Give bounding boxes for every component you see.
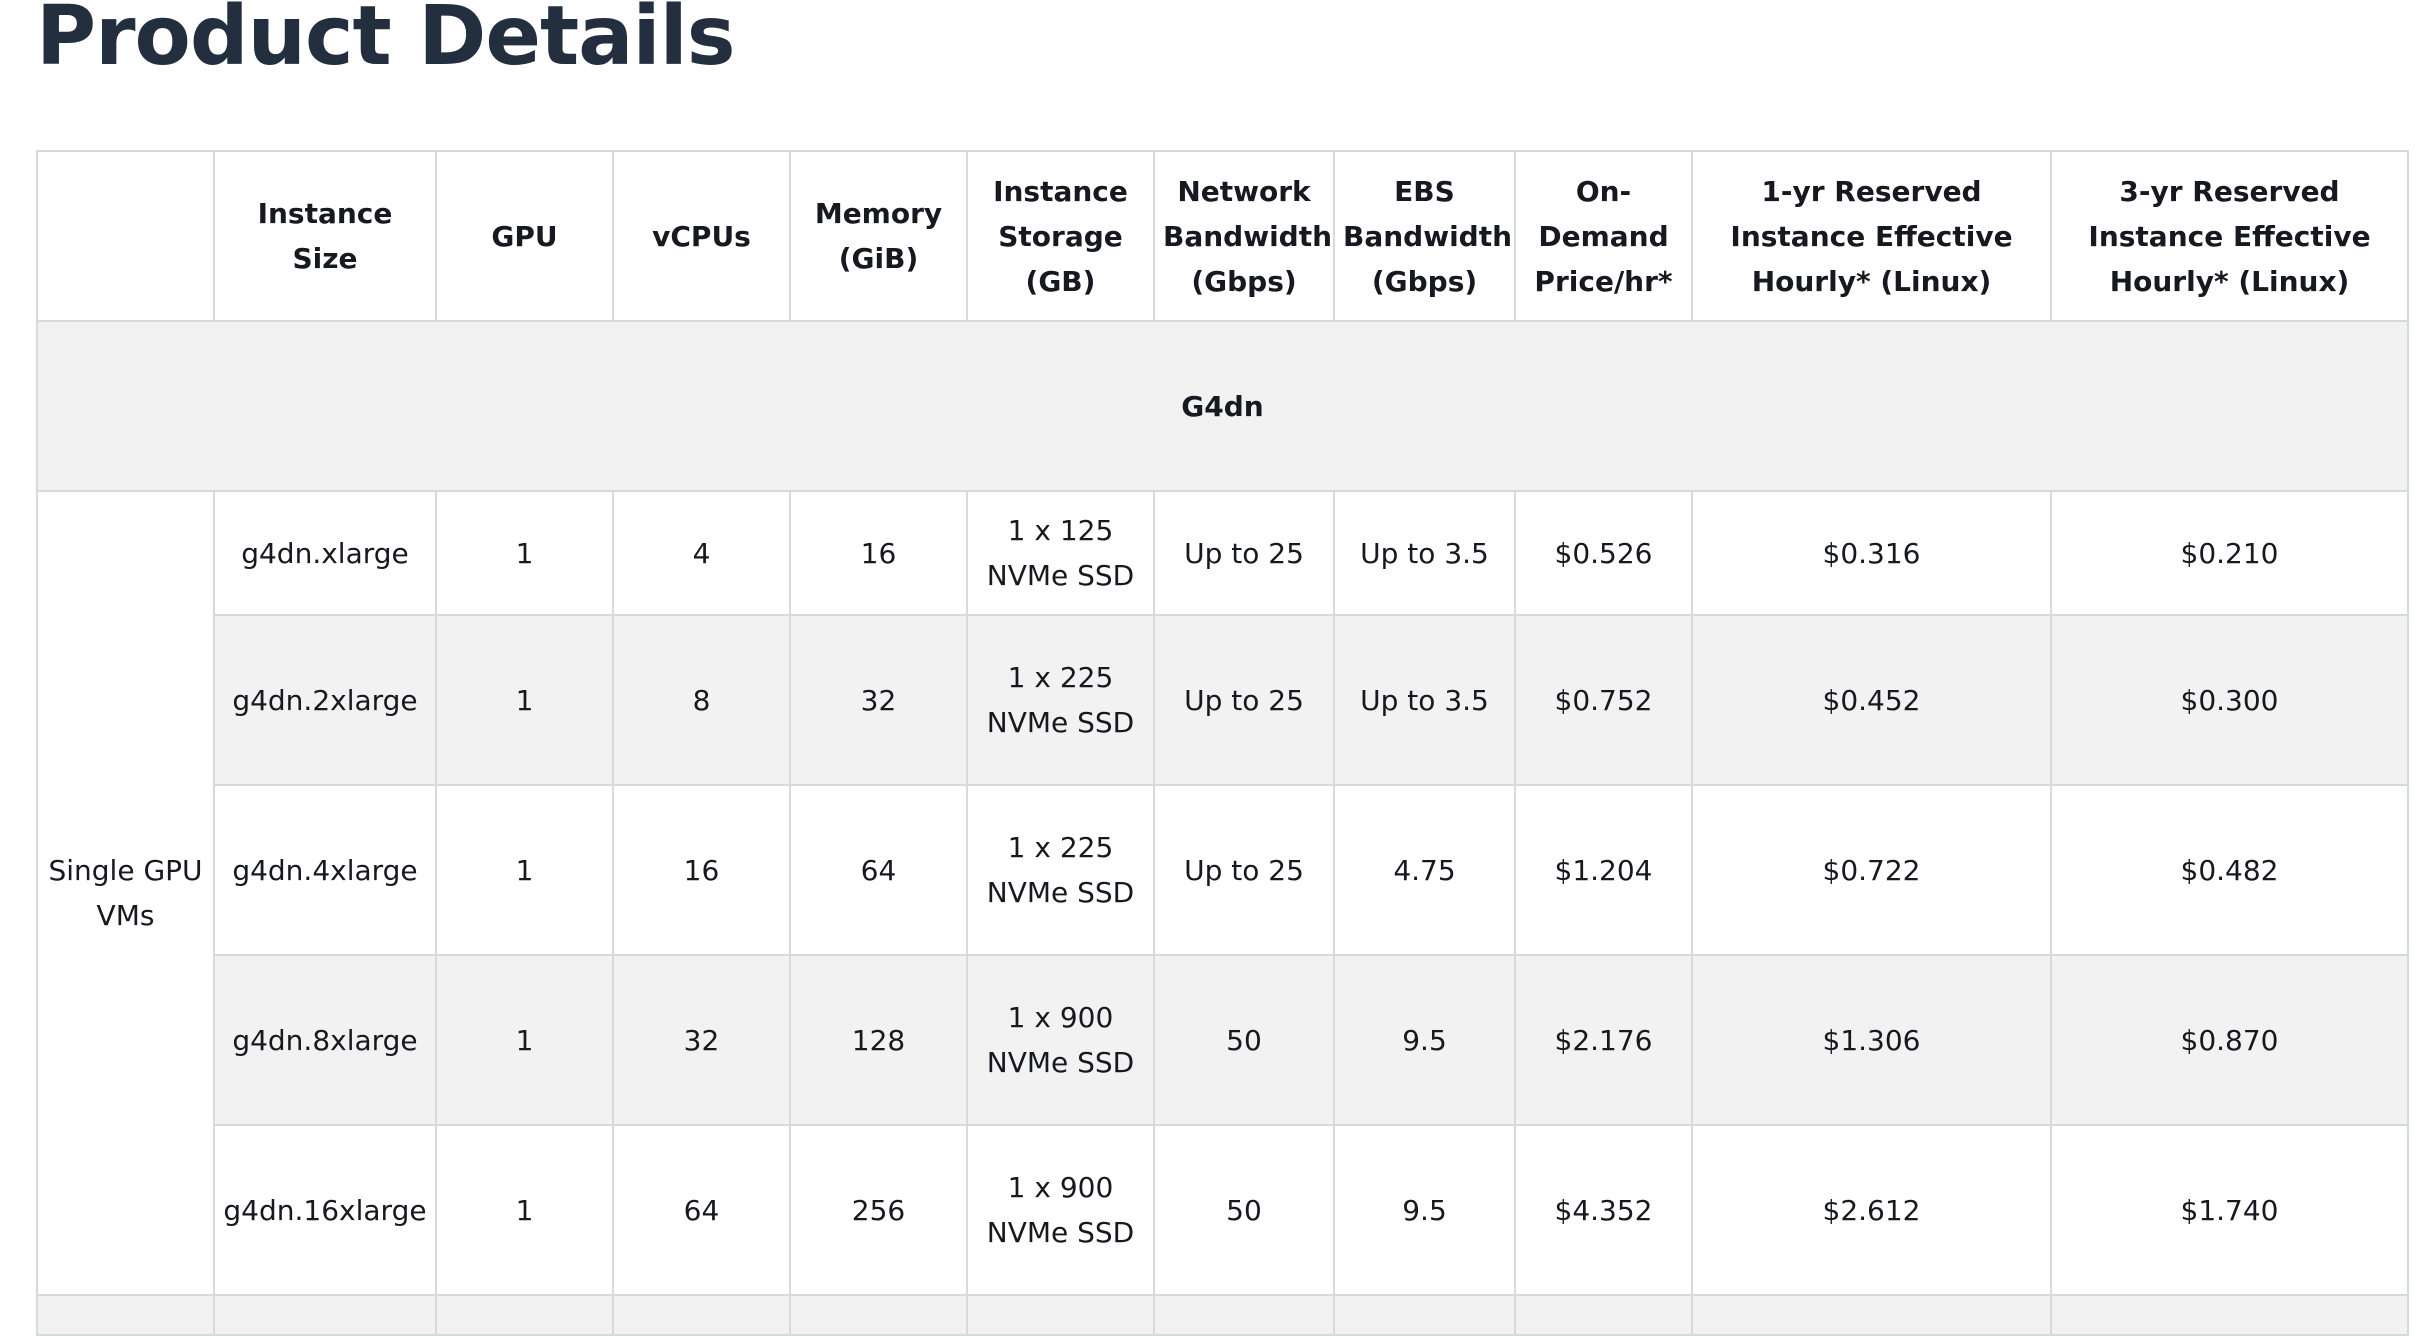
cell-gpu: 1 <box>435 1124 614 1296</box>
cell-instance-storage: 1 x 225 NVMe SSD <box>966 784 1155 956</box>
cell-empty <box>1153 1294 1335 1336</box>
table-row: g4dn.16xlarge 1 64 256 1 x 900 NVMe SSD … <box>37 1124 2409 1296</box>
cell-empty <box>213 1294 437 1336</box>
cell-1yr-reserved: $0.316 <box>1691 490 2052 616</box>
cell-instance-size: g4dn.4xlarge <box>213 784 437 956</box>
cell-network-bandwidth: 50 <box>1153 1124 1335 1296</box>
cell-vcpus: 8 <box>612 614 791 786</box>
family-row: G4dn <box>36 320 2409 492</box>
header-3yr-reserved: 3-yr Reserved Instance Effective Hourly*… <box>2050 150 2409 322</box>
cell-memory: 256 <box>789 1124 968 1296</box>
cell-network-bandwidth: Up to 25 <box>1153 614 1335 786</box>
cell-3yr-reserved: $0.210 <box>2050 490 2409 616</box>
cell-empty <box>2050 1294 2409 1336</box>
cell-instance-size: g4dn.2xlarge <box>213 614 437 786</box>
header-vcpus: vCPUs <box>612 150 791 322</box>
cell-ebs-bandwidth: Up to 3.5 <box>1333 490 1516 616</box>
cell-empty <box>612 1294 791 1336</box>
cell-memory: 32 <box>789 614 968 786</box>
header-gpu: GPU <box>435 150 614 322</box>
cell-1yr-reserved: $2.612 <box>1691 1124 2052 1296</box>
cell-empty <box>1514 1294 1693 1336</box>
cell-3yr-reserved: $0.482 <box>2050 784 2409 956</box>
table-row: g4dn.4xlarge 1 16 64 1 x 225 NVMe SSD Up… <box>37 784 2409 956</box>
cell-instance-storage: 1 x 225 NVMe SSD <box>966 614 1155 786</box>
header-network-bandwidth: Network Bandwidth (Gbps) <box>1153 150 1335 322</box>
group-label-cell: Single GPU VMs <box>36 490 215 1296</box>
cell-ebs-bandwidth: Up to 3.5 <box>1333 614 1516 786</box>
cell-gpu: 1 <box>435 954 614 1126</box>
product-details-table-container: Instance Size GPU vCPUs Memory (GiB) Ins… <box>36 150 2409 1336</box>
cell-on-demand-price: $1.204 <box>1514 784 1693 956</box>
cell-on-demand-price: $4.352 <box>1514 1124 1693 1296</box>
cell-1yr-reserved: $0.452 <box>1691 614 2052 786</box>
cell-instance-storage: 1 x 125 NVMe SSD <box>966 490 1155 616</box>
header-1yr-reserved: 1-yr Reserved Instance Effective Hourly*… <box>1691 150 2052 322</box>
cell-on-demand-price: $2.176 <box>1514 954 1693 1126</box>
cell-on-demand-price: $0.526 <box>1514 490 1693 616</box>
cell-gpu: 1 <box>435 784 614 956</box>
family-label: G4dn <box>36 320 2409 492</box>
header-on-demand-price: On-Demand Price/hr* <box>1514 150 1693 322</box>
cell-memory: 128 <box>789 954 968 1126</box>
cell-gpu: 1 <box>435 490 614 616</box>
header-memory: Memory (GiB) <box>789 150 968 322</box>
cell-vcpus: 16 <box>612 784 791 956</box>
cell-gpu: 1 <box>435 614 614 786</box>
table-row: g4dn.8xlarge 1 32 128 1 x 900 NVMe SSD 5… <box>37 954 2409 1126</box>
cell-empty <box>36 1294 215 1336</box>
cell-3yr-reserved: $0.870 <box>2050 954 2409 1126</box>
table-row: Single GPU VMs g4dn.xlarge 1 4 16 1 x 12… <box>36 490 2409 1296</box>
cell-instance-size: g4dn.16xlarge <box>213 1124 437 1296</box>
cell-vcpus: 4 <box>612 490 791 616</box>
cell-vcpus: 32 <box>612 954 791 1126</box>
header-group <box>36 150 215 322</box>
table-header-row: Instance Size GPU vCPUs Memory (GiB) Ins… <box>36 150 2409 322</box>
cell-empty <box>966 1294 1155 1336</box>
cell-empty <box>789 1294 968 1336</box>
cell-instance-size: g4dn.8xlarge <box>213 954 437 1126</box>
cell-ebs-bandwidth: 9.5 <box>1333 954 1516 1126</box>
cell-vcpus: 64 <box>612 1124 791 1296</box>
cell-network-bandwidth: Up to 25 <box>1153 490 1335 616</box>
cell-empty <box>435 1294 614 1336</box>
cell-network-bandwidth: 50 <box>1153 954 1335 1126</box>
cell-instance-storage: 1 x 900 NVMe SSD <box>966 954 1155 1126</box>
cell-ebs-bandwidth: 4.75 <box>1333 784 1516 956</box>
cell-memory: 64 <box>789 784 968 956</box>
page-title: Product Details <box>36 0 736 84</box>
cell-empty <box>1333 1294 1516 1336</box>
header-instance-size: Instance Size <box>213 150 437 322</box>
cell-network-bandwidth: Up to 25 <box>1153 784 1335 956</box>
cell-ebs-bandwidth: 9.5 <box>1333 1124 1516 1296</box>
cell-instance-storage: 1 x 900 NVMe SSD <box>966 1124 1155 1296</box>
cell-memory: 16 <box>789 490 968 616</box>
cell-1yr-reserved: $0.722 <box>1691 784 2052 956</box>
table-row-partial <box>36 1294 2409 1336</box>
cell-3yr-reserved: $0.300 <box>2050 614 2409 786</box>
table-row: g4dn.2xlarge 1 8 32 1 x 225 NVMe SSD Up … <box>37 614 2409 786</box>
product-details-table: Instance Size GPU vCPUs Memory (GiB) Ins… <box>36 150 2409 1336</box>
header-ebs-bandwidth: EBS Bandwidth (Gbps) <box>1333 150 1516 322</box>
cell-empty <box>1691 1294 2052 1336</box>
cell-instance-size: g4dn.xlarge <box>213 490 437 616</box>
cell-1yr-reserved: $1.306 <box>1691 954 2052 1126</box>
header-instance-storage: Instance Storage (GB) <box>966 150 1155 322</box>
cell-3yr-reserved: $1.740 <box>2050 1124 2409 1296</box>
cell-on-demand-price: $0.752 <box>1514 614 1693 786</box>
